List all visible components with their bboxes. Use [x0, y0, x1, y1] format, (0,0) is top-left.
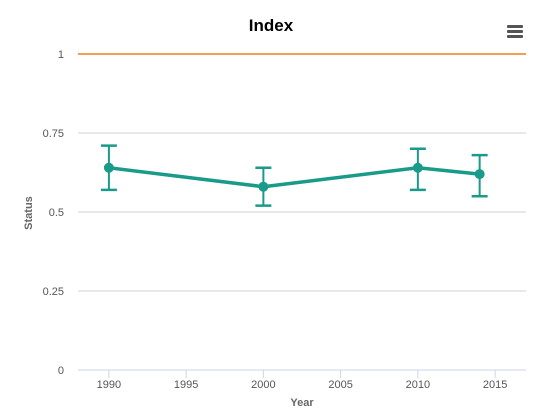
data-point — [258, 181, 269, 192]
hamburger-menu-icon[interactable] — [503, 22, 527, 42]
data-point — [474, 169, 485, 180]
y-axis-title: Status — [23, 196, 35, 230]
x-tick-label: 2010 — [406, 379, 430, 391]
x-axis-title: Year — [290, 397, 314, 409]
x-tick-label: 2015 — [483, 379, 507, 391]
x-tick-label: 1995 — [174, 379, 198, 391]
x-tick-label: 1990 — [97, 379, 121, 391]
x-tick-label: 2005 — [328, 379, 352, 391]
x-tick-label: 2000 — [251, 379, 275, 391]
series-line — [108, 166, 480, 189]
y-tick-label: 0.25 — [43, 286, 64, 298]
chart-title: Index — [248, 16, 294, 35]
data-point — [412, 162, 423, 173]
y-tick-label: 1 — [58, 49, 64, 61]
y-tick-label: 0.5 — [49, 207, 64, 219]
data-point — [103, 162, 114, 173]
y-tick-label: 0 — [58, 365, 64, 377]
y-tick-label: 0.75 — [43, 128, 64, 140]
